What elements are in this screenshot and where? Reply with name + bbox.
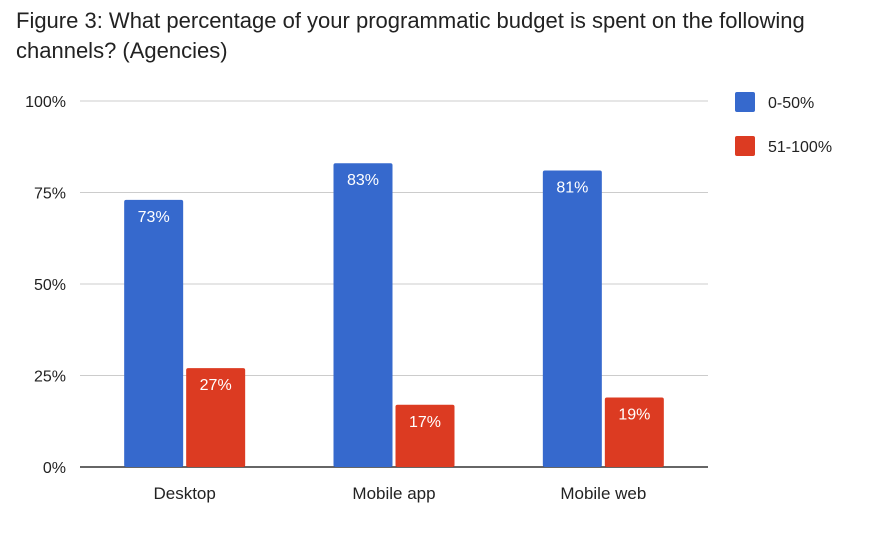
data-label-desktop-51-100: 27% — [200, 377, 232, 394]
bar-mobile-app-51-100 — [395, 404, 455, 467]
chart-title: Figure 3: What percentage of your progra… — [16, 8, 805, 63]
bar-mobile-web-51-100 — [604, 397, 664, 467]
y-tick-label-0: 0% — [43, 460, 66, 477]
data-label-desktop-0-50: 73% — [138, 209, 170, 226]
x-category-label-desktop: Desktop — [153, 484, 215, 503]
x-category-label-mobile-app: Mobile app — [352, 484, 435, 503]
legend-label-0-50: 0-50% — [768, 95, 814, 112]
y-tick-label-75: 75% — [34, 186, 66, 203]
data-labels: 73% 27% 83% 17% 81% 19% — [138, 172, 651, 431]
data-label-mobile-web-51-100: 19% — [618, 406, 650, 423]
legend: 0-50% 51-100% — [735, 92, 832, 156]
bars — [124, 163, 664, 468]
bar-mobile-web-0-50 — [542, 170, 602, 468]
y-tick-label-100: 100% — [25, 94, 66, 111]
legend-swatch-0-50 — [735, 92, 755, 112]
x-axis-categories: Desktop Mobile app Mobile web — [153, 484, 646, 503]
y-tick-label-50: 50% — [34, 277, 66, 294]
gridlines — [80, 100, 708, 468]
legend-swatch-51-100 — [735, 136, 755, 156]
bar-mobile-app-0-50 — [333, 163, 393, 467]
bar-desktop-0-50 — [124, 199, 184, 467]
bar-desktop-51-100 — [186, 368, 246, 467]
y-tick-label-25: 25% — [34, 369, 66, 386]
x-category-label-mobile-web: Mobile web — [560, 484, 646, 503]
data-label-mobile-app-51-100: 17% — [409, 414, 441, 431]
data-label-mobile-web-0-50: 81% — [556, 180, 588, 197]
legend-label-51-100: 51-100% — [768, 139, 832, 156]
y-axis-ticks: 0% 25% 50% 75% 100% — [25, 94, 66, 477]
data-label-mobile-app-0-50: 83% — [347, 172, 379, 189]
